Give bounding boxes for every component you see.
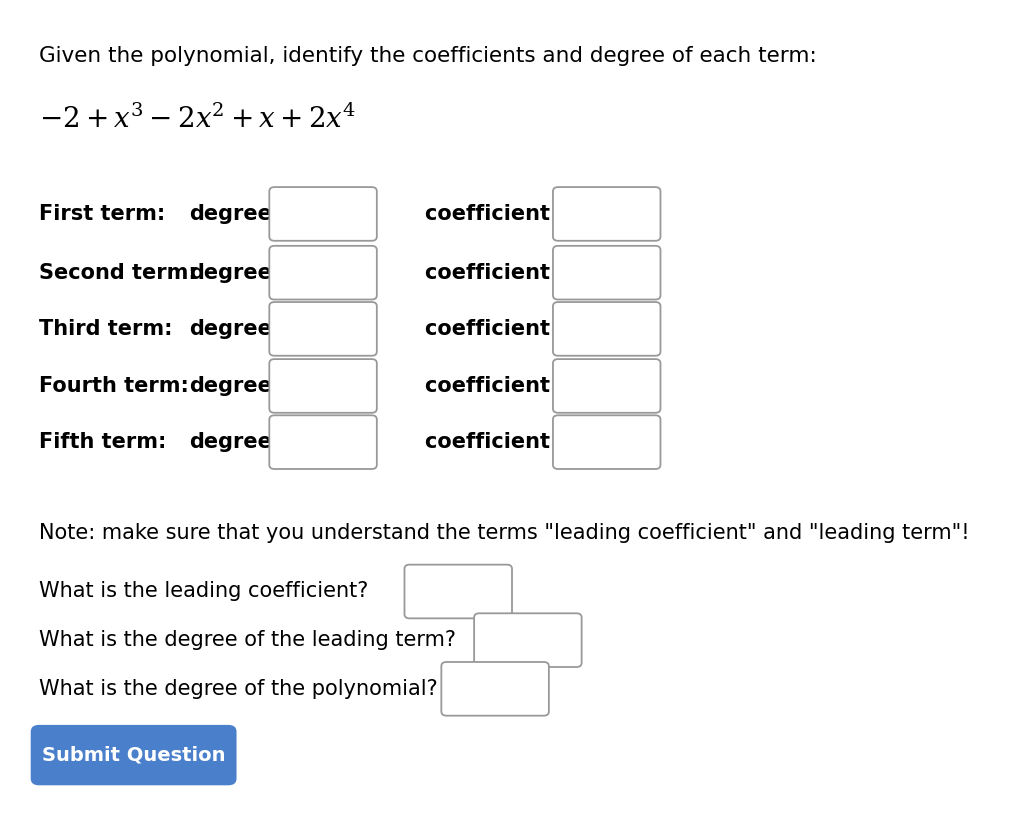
FancyBboxPatch shape bbox=[553, 302, 660, 356]
Text: degree=: degree= bbox=[189, 432, 290, 452]
Text: coefficient =: coefficient = bbox=[425, 432, 574, 452]
Text: What is the degree of the leading term?: What is the degree of the leading term? bbox=[39, 630, 456, 650]
FancyBboxPatch shape bbox=[553, 415, 660, 469]
FancyBboxPatch shape bbox=[553, 359, 660, 413]
Text: What is the leading coefficient?: What is the leading coefficient? bbox=[39, 581, 369, 602]
Text: degree=: degree= bbox=[189, 376, 290, 396]
Text: Third term:: Third term: bbox=[39, 319, 172, 339]
FancyBboxPatch shape bbox=[269, 415, 377, 469]
Text: $-2 + x^{3} - 2x^{2} + x + 2x^{4}$: $-2 + x^{3} - 2x^{2} + x + 2x^{4}$ bbox=[39, 105, 356, 134]
Text: degree=: degree= bbox=[189, 204, 290, 224]
Text: coefficient =: coefficient = bbox=[425, 204, 574, 224]
FancyBboxPatch shape bbox=[269, 246, 377, 300]
Text: Fourth term:: Fourth term: bbox=[39, 376, 188, 396]
FancyBboxPatch shape bbox=[474, 613, 582, 667]
FancyBboxPatch shape bbox=[269, 302, 377, 356]
Text: coefficient =: coefficient = bbox=[425, 319, 574, 339]
Text: First term:: First term: bbox=[39, 204, 165, 224]
Text: Submit Question: Submit Question bbox=[42, 746, 225, 764]
FancyBboxPatch shape bbox=[553, 246, 660, 300]
Text: Given the polynomial, identify the coefficients and degree of each term:: Given the polynomial, identify the coeff… bbox=[39, 46, 817, 66]
FancyBboxPatch shape bbox=[269, 359, 377, 413]
FancyBboxPatch shape bbox=[404, 565, 512, 618]
FancyBboxPatch shape bbox=[269, 187, 377, 241]
Text: Note: make sure that you understand the terms "leading coefficient" and "leading: Note: make sure that you understand the … bbox=[39, 523, 970, 543]
FancyBboxPatch shape bbox=[31, 725, 237, 785]
Text: coefficient =: coefficient = bbox=[425, 376, 574, 396]
FancyBboxPatch shape bbox=[441, 662, 549, 716]
Text: degree=: degree= bbox=[189, 263, 290, 283]
Text: What is the degree of the polynomial?: What is the degree of the polynomial? bbox=[39, 679, 437, 699]
FancyBboxPatch shape bbox=[553, 187, 660, 241]
Text: Fifth term:: Fifth term: bbox=[39, 432, 166, 452]
Text: Second term:: Second term: bbox=[39, 263, 197, 283]
Text: degree=: degree= bbox=[189, 319, 290, 339]
Text: coefficient =: coefficient = bbox=[425, 263, 574, 283]
